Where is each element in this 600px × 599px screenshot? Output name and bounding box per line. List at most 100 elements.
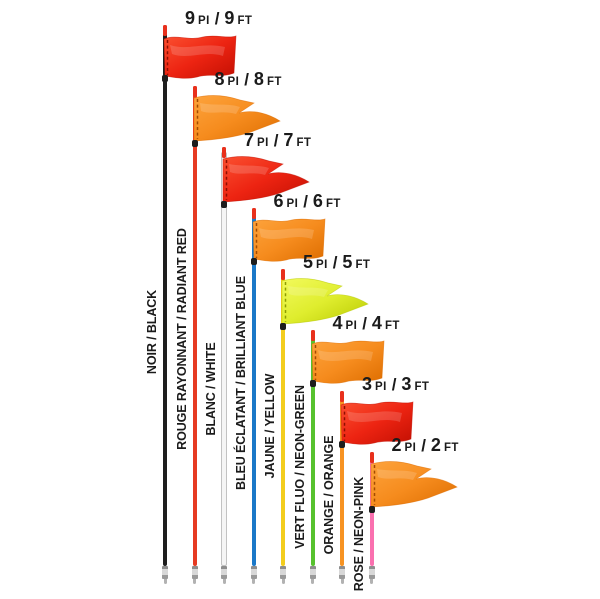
pole-3ft (340, 396, 344, 566)
flag-6ft (252, 218, 325, 262)
height-unit-fr: PI (404, 442, 417, 454)
height-label-separator: / (421, 436, 426, 455)
pole-4ft (310, 335, 315, 566)
pole-7ft (221, 152, 227, 566)
pole-ferrule-tip (370, 579, 373, 584)
height-unit-fr: PI (375, 381, 387, 393)
height-unit-en: FT (325, 198, 341, 210)
pole-ferrule (162, 566, 168, 579)
height-unit-en: FT (384, 320, 400, 332)
height-value-en: 9 (224, 8, 235, 28)
height-unit-fr: PI (198, 15, 210, 27)
height-unit-fr: PI (286, 198, 299, 210)
height-unit-fr: PI (316, 259, 328, 271)
height-label-separator: / (391, 375, 397, 394)
height-value-fr: 8 (214, 69, 225, 89)
height-label-3ft: 3 PI/3 FT (362, 374, 429, 397)
pole-tip (192, 86, 197, 97)
height-value-en: 2 (430, 435, 441, 455)
height-label-8ft: 8 PI/8 FT (215, 69, 282, 92)
height-unit-en: FT (414, 381, 430, 393)
height-value-en: 4 (371, 313, 382, 333)
height-value-en: 3 (401, 374, 412, 394)
height-value-fr: 3 (362, 374, 373, 394)
height-value-fr: 7 (244, 130, 255, 150)
height-label-9ft: 9 PI/9 FT (185, 8, 252, 31)
height-value-en: 6 (312, 191, 323, 211)
height-value-fr: 2 (391, 435, 402, 455)
flag-2ft (370, 461, 458, 508)
flag-sleeve-band (309, 380, 316, 387)
height-unit-fr: PI (227, 76, 240, 88)
pole-color-label-7ft: BLANC / WHITE (204, 342, 218, 436)
height-unit-en: FT (237, 15, 253, 27)
height-label-7ft: 7 PI/7 FT (244, 130, 311, 153)
pole-ferrule-tip (281, 579, 285, 584)
pole-ferrule-tip (193, 579, 196, 584)
pole-tip (369, 452, 374, 463)
height-unit-fr: PI (257, 137, 269, 149)
flag-8ft (193, 95, 281, 142)
height-value-fr: 5 (303, 252, 314, 272)
flag-9ft (163, 35, 237, 79)
height-unit-en: FT (355, 259, 371, 271)
height-label-5ft: 5 PI/5 FT (303, 252, 370, 275)
pole-tip (251, 208, 256, 219)
height-unit-fr: PI (345, 320, 358, 332)
height-label-4ft: 4 PI/4 FT (333, 313, 400, 336)
height-label-separator: / (273, 131, 279, 150)
pole-ferrule-tip (163, 579, 167, 584)
height-label-separator: / (214, 9, 220, 28)
height-value-fr: 9 (185, 8, 196, 28)
flag-3ft (340, 401, 414, 445)
pole-ferrule (221, 566, 227, 579)
height-unit-en: FT (443, 442, 459, 454)
height-label-2ft: 2 PI/2 FT (392, 435, 459, 458)
height-label-separator: / (303, 192, 308, 211)
flag-5ft (281, 278, 369, 325)
pole-6ft (251, 213, 256, 566)
pole-ferrule-tip (340, 579, 344, 584)
height-unit-en: FT (296, 137, 312, 149)
pole-color-label-5ft: JAUNE / YELLOW (263, 373, 277, 479)
pole-ferrule (191, 566, 198, 579)
height-label-separator: / (362, 314, 367, 333)
height-value-en: 8 (253, 69, 264, 89)
height-value-en: 7 (283, 130, 294, 150)
pole-tip (340, 391, 344, 402)
pole-color-label-9ft: NOIR / BLACK (145, 289, 159, 375)
flag-sleeve-band (221, 201, 227, 208)
flag-4ft (311, 340, 384, 384)
pole-color-label-2ft: ROSE / NEON-PINK (351, 476, 366, 592)
pole-ferrule-tip (222, 579, 226, 584)
pole-color-label-6ft: BLEU ÉCLATANT / BRILLIANT BLUE (233, 276, 248, 490)
flag-sleeve-band (339, 441, 345, 448)
height-value-fr: 6 (273, 191, 284, 211)
flag-sleeve-band (280, 323, 286, 330)
pole-tip (281, 269, 285, 280)
pole-ferrule-tip (311, 579, 314, 584)
height-value-en: 5 (342, 252, 353, 272)
flag-sleeve-band (191, 140, 198, 147)
pole-color-label-3ft: ORANGE / ORANGE (322, 435, 336, 555)
pole-ferrule (339, 566, 345, 579)
height-unit-en: FT (266, 76, 282, 88)
height-label-6ft: 6 PI/6 FT (274, 191, 341, 214)
flag-sleeve-band (368, 506, 375, 513)
pole-tip (310, 330, 315, 341)
pole-tip (222, 147, 226, 158)
pole-ferrule (368, 566, 375, 579)
height-value-fr: 4 (332, 313, 343, 333)
pole-ferrule (309, 566, 316, 579)
pole-ferrule (250, 566, 257, 579)
pole-ferrule (280, 566, 286, 579)
pole-tip (163, 25, 167, 36)
